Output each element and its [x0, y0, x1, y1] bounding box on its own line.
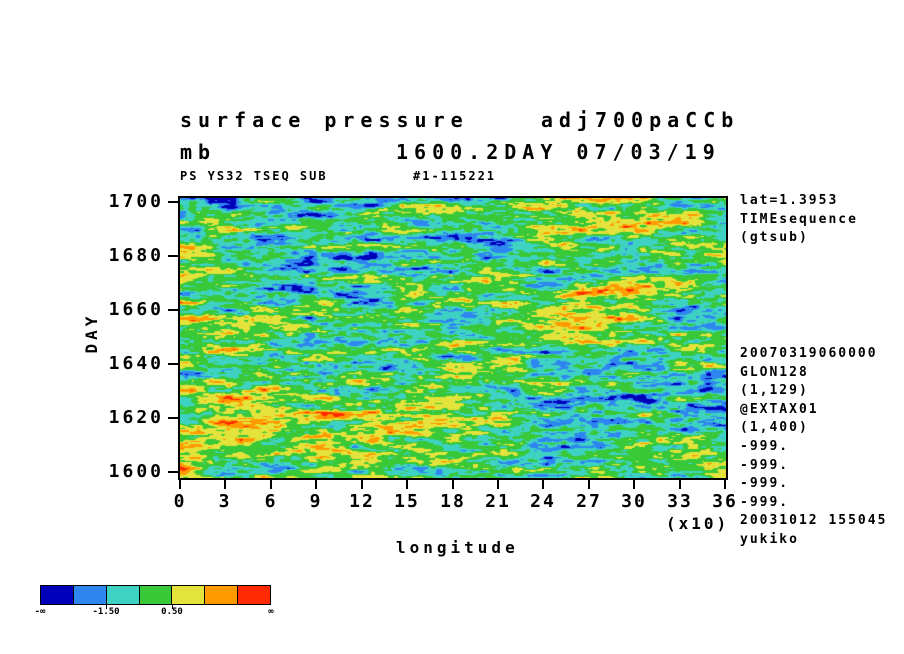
heatmap-canvas — [180, 198, 726, 478]
x-tick-label: 30 — [621, 491, 647, 512]
colorbar-tick-label: ∞ — [268, 607, 274, 617]
colorbar-tick-label: 0.50 — [161, 607, 183, 617]
annotation-line: -999. — [740, 438, 790, 454]
colorbar-tick-label: -1.50 — [92, 607, 120, 617]
annotation-line: 20070319060000 — [740, 346, 878, 361]
x-tick-label: 9 — [309, 491, 323, 512]
x-tick-mark — [406, 480, 408, 489]
annotation-line: TIMEsequence — [740, 211, 858, 227]
units-label: mb — [180, 140, 217, 164]
colorbar — [40, 585, 271, 605]
x-tick-mark — [633, 480, 635, 489]
x-tick-label: 27 — [576, 491, 602, 512]
x-tick-label: 15 — [394, 491, 420, 512]
x-tick-mark — [361, 480, 363, 489]
x-tick-label: 24 — [530, 491, 556, 512]
y-tick-label: 1680 — [108, 245, 164, 266]
colorbar-segment — [238, 586, 271, 604]
y-tick-mark — [168, 363, 178, 365]
colorbar-segment — [106, 586, 140, 604]
colorbar-segment — [172, 586, 206, 604]
y-tick-mark — [168, 201, 178, 203]
x-tick-mark — [224, 480, 226, 489]
annotation-line: lat=1.3953 — [740, 193, 839, 208]
y-tick-label: 1660 — [108, 299, 164, 320]
annotation-line: -999. — [740, 457, 790, 473]
y-tick-label: 1640 — [108, 353, 164, 374]
x-tick-label: 0 — [173, 491, 187, 512]
x-tick-label: 21 — [485, 491, 511, 512]
colorbar-segment — [73, 586, 107, 604]
x-tick-mark — [679, 480, 681, 489]
x-axis-title: longitude — [396, 538, 519, 557]
plot-area — [178, 196, 728, 480]
annotation-line: 20031012 155045 — [740, 513, 888, 529]
y-tick-label: 1600 — [108, 461, 164, 482]
annotation-line: (1,129) — [740, 383, 809, 399]
x-tick-label: 12 — [349, 491, 375, 512]
x-tick-mark — [270, 480, 272, 489]
time-stamp-label: 1600.2DAY 07/03/19 — [396, 140, 721, 164]
colorbar-segment — [205, 586, 239, 604]
annotation-block-metadata: 20070319060000 GLON128 (1,129) @EXTAX01 (1,4… — [740, 345, 887, 550]
x-tick-mark — [452, 480, 454, 489]
job-number-label: #1-115221 — [413, 169, 497, 183]
x-tick-mark — [315, 480, 317, 489]
x-tick-mark — [724, 480, 726, 489]
x-tick-label: 18 — [440, 491, 466, 512]
y-axis-title: DAY — [82, 312, 101, 354]
colorbar-tick-mark — [172, 605, 173, 609]
annotation-line: (1,400) — [740, 420, 809, 436]
run-id-label: PS YS32 TSEQ SUB — [180, 169, 328, 183]
chart-title: surface pressure adj700paCCb — [180, 108, 740, 132]
colorbar-tick-label: -∞ — [34, 607, 46, 617]
x-tick-mark — [497, 480, 499, 489]
x-tick-mark — [542, 480, 544, 489]
annotation-line: yukiko — [740, 531, 799, 547]
x-tick-label: 6 — [264, 491, 278, 512]
annotation-line: -999. — [740, 476, 790, 492]
x-tick-label: 33 — [667, 491, 693, 512]
y-tick-mark — [168, 309, 178, 311]
y-tick-label: 1620 — [108, 407, 164, 428]
y-tick-mark — [168, 255, 178, 257]
x-tick-label: 3 — [218, 491, 232, 512]
x-tick-mark — [588, 480, 590, 489]
colorbar-segment — [139, 586, 173, 604]
colorbar-tick-mark — [106, 605, 107, 609]
annotation-line: @EXTAX01 — [740, 401, 819, 417]
annotation-line: (gtsub) — [740, 230, 809, 246]
annotation-block-latitude: lat=1.3953 TIMEsequence (gtsub) — [740, 192, 858, 248]
y-tick-mark — [168, 417, 178, 419]
x-tick-label: 36 — [712, 491, 738, 512]
x-tick-mark — [179, 480, 181, 489]
y-tick-mark — [168, 471, 178, 473]
annotation-line: -999. — [740, 494, 790, 510]
annotation-line: GLON128 — [740, 364, 809, 380]
x-axis-unit: (x10) — [666, 514, 730, 533]
y-tick-label: 1700 — [108, 191, 164, 212]
colorbar-segment — [41, 586, 74, 604]
